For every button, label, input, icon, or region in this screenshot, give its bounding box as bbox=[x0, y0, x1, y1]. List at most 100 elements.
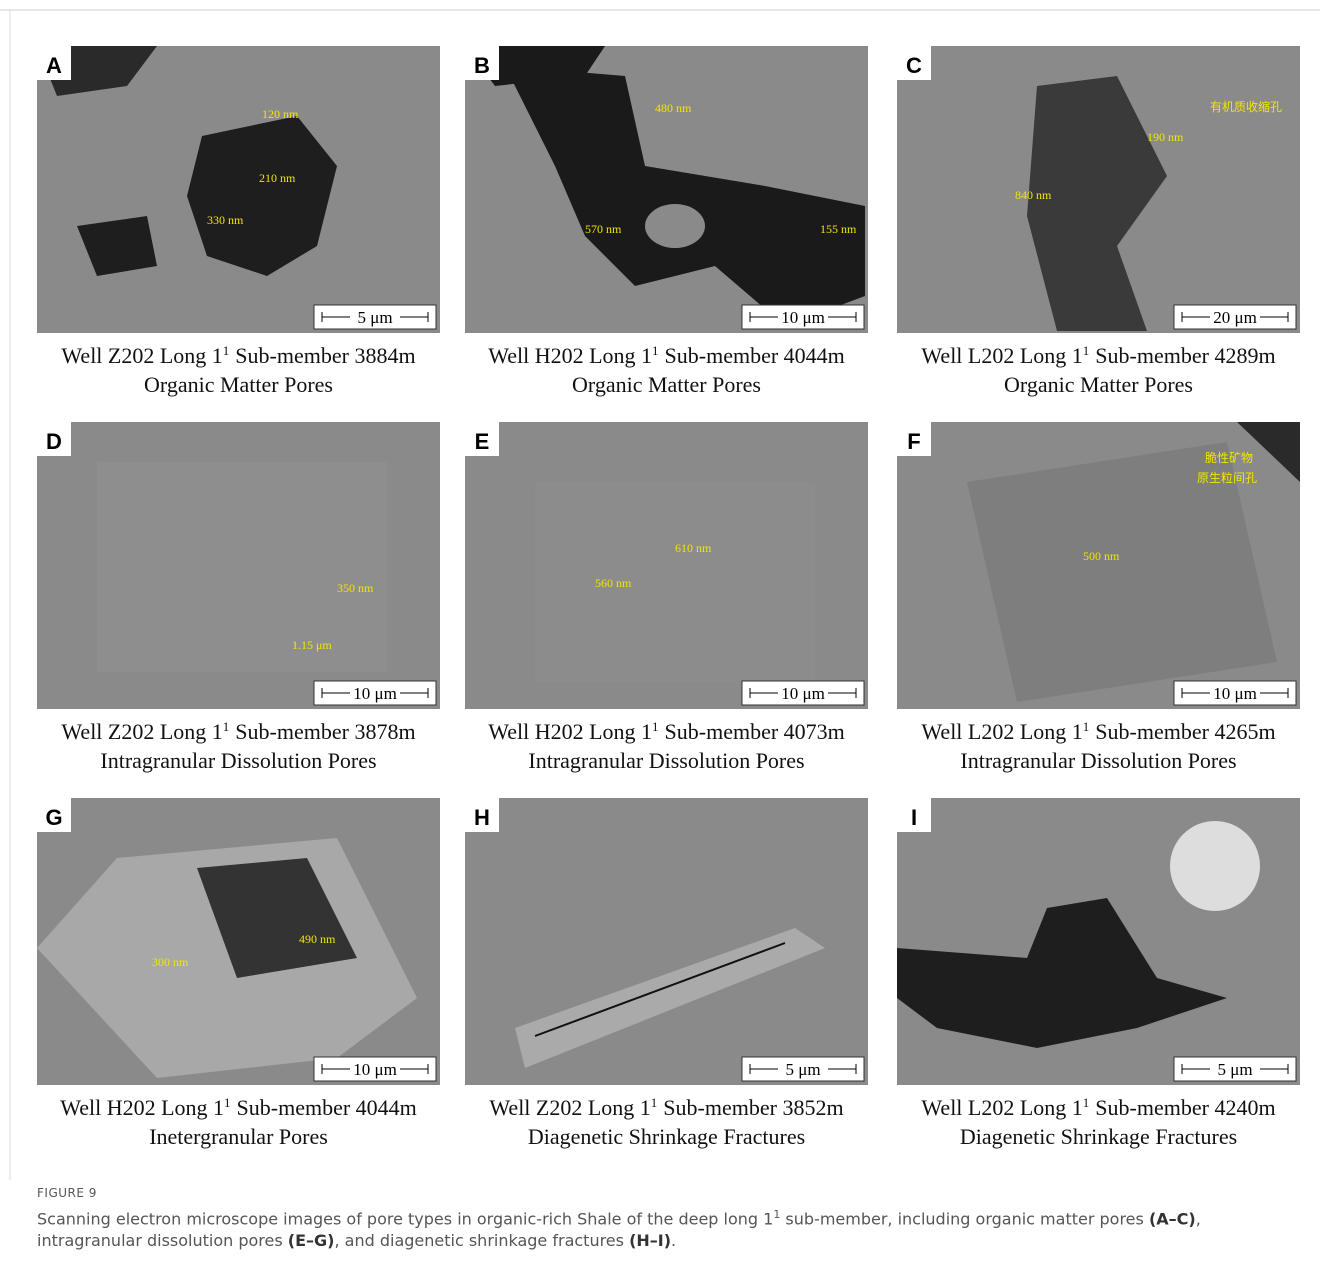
panel-caption: Well L202 Long 11 Sub-member 4265m bbox=[921, 719, 1275, 744]
panel-caption: Well L202 Long 11 Sub-member 4289m bbox=[921, 343, 1275, 368]
caption-segment: Scanning electron microscope images of p… bbox=[37, 1209, 773, 1228]
annotation: 210 nm bbox=[259, 171, 296, 185]
annotation: 840 nm bbox=[1015, 188, 1052, 202]
caption-depth: Sub-member 3884m bbox=[235, 343, 415, 368]
caption-segment: (A–C) bbox=[1149, 1209, 1196, 1228]
annotation: 500 nm bbox=[1083, 549, 1120, 563]
panel-caption: Well Z202 Long 11 Sub-member 3852m bbox=[489, 1095, 843, 1120]
figure-caption-text: Scanning electron microscope images of p… bbox=[37, 1204, 1307, 1252]
scale-label: 5 μm bbox=[357, 308, 392, 327]
annotation: 350 nm bbox=[337, 581, 374, 595]
pore-type: Organic Matter Pores bbox=[1004, 372, 1193, 397]
caption-well: Well H202 Long 1 bbox=[60, 1095, 224, 1120]
pore-type: Diagenetic Shrinkage Fractures bbox=[528, 1124, 805, 1149]
annotation: 330 nm bbox=[207, 213, 244, 227]
panel-letter: A bbox=[46, 53, 62, 78]
sem-panel: E 10 μm 610 nm 560 nm bbox=[465, 422, 868, 709]
panel-letter: C bbox=[906, 53, 922, 78]
caption-depth: Sub-member 3878m bbox=[235, 719, 415, 744]
annotation: 490 nm bbox=[299, 932, 336, 946]
caption-depth: Sub-member 4044m bbox=[665, 343, 845, 368]
annotation: 190 nm bbox=[1147, 130, 1184, 144]
caption-superscript: 1 bbox=[651, 1095, 658, 1110]
pore-type: Organic Matter Pores bbox=[572, 372, 761, 397]
panel-caption: Well H202 Long 11 Sub-member 4044m bbox=[60, 1095, 417, 1120]
sem-panel: G 10 μm 490 nm 300 nm bbox=[37, 798, 440, 1085]
panel-letter: E bbox=[475, 429, 490, 454]
caption-superscript: 1 bbox=[652, 343, 659, 358]
caption-well: Well L202 Long 1 bbox=[921, 343, 1082, 368]
annotation: 有机质收缩孔 bbox=[1210, 99, 1282, 114]
annotation: 155 nm bbox=[820, 222, 857, 236]
annotation: 120 nm bbox=[262, 107, 299, 121]
caption-well: Well L202 Long 1 bbox=[921, 719, 1082, 744]
caption-depth: Sub-member 4044m bbox=[237, 1095, 417, 1120]
caption-superscript: 1 bbox=[1083, 343, 1090, 358]
sem-panel: D 10 μm 350 nm 1.15 μm bbox=[37, 422, 440, 709]
sem-panel: B 10 μm 480 nm 570 nm 155 nm bbox=[465, 46, 868, 333]
caption-well: Well L202 Long 1 bbox=[921, 1095, 1082, 1120]
pore-type: Diagenetic Shrinkage Fractures bbox=[960, 1124, 1237, 1149]
caption-superscript: 1 bbox=[1083, 1095, 1090, 1110]
grain bbox=[97, 462, 387, 672]
panel-letter: B bbox=[474, 53, 490, 78]
figure-label: FIGURE 9 bbox=[37, 1186, 1307, 1200]
panel-caption: Well H202 Long 11 Sub-member 4073m bbox=[488, 719, 845, 744]
caption-well: Well Z202 Long 1 bbox=[489, 1095, 650, 1120]
caption-depth: Sub-member 4073m bbox=[665, 719, 845, 744]
pore-type: Intragranular Dissolution Pores bbox=[100, 748, 376, 773]
annotation: 480 nm bbox=[655, 101, 692, 115]
scale-label: 10 μm bbox=[1213, 684, 1257, 703]
caption-depth: Sub-member 4240m bbox=[1095, 1095, 1275, 1120]
caption-superscript: 1 bbox=[223, 343, 230, 358]
panel-letter: I bbox=[911, 805, 917, 830]
caption-segment: (H–I) bbox=[629, 1231, 671, 1250]
annotation: 570 nm bbox=[585, 222, 622, 236]
caption-depth: Sub-member 4289m bbox=[1095, 343, 1275, 368]
panel-caption: Well L202 Long 11 Sub-member 4240m bbox=[921, 1095, 1275, 1120]
annotation: 1.15 μm bbox=[292, 638, 332, 652]
caption-depth: Sub-member 3852m bbox=[663, 1095, 843, 1120]
caption-well: Well H202 Long 1 bbox=[488, 719, 652, 744]
caption-well: Well H202 Long 1 bbox=[488, 343, 652, 368]
panel-letter: H bbox=[474, 805, 490, 830]
caption-segment: (E–G) bbox=[288, 1231, 335, 1250]
pore-type: Organic Matter Pores bbox=[144, 372, 333, 397]
grain bbox=[535, 482, 815, 682]
caption-superscript: 1 bbox=[1083, 719, 1090, 734]
scale-label: 5 μm bbox=[1217, 1060, 1252, 1079]
grain bbox=[1170, 821, 1260, 911]
panel-letter: D bbox=[46, 429, 62, 454]
pore-type: Intragranular Dissolution Pores bbox=[528, 748, 804, 773]
annotation: 610 nm bbox=[675, 541, 712, 555]
panel-caption: Well Z202 Long 11 Sub-member 3884m bbox=[61, 343, 415, 368]
caption-well: Well Z202 Long 1 bbox=[61, 719, 222, 744]
annotation: 560 nm bbox=[595, 576, 632, 590]
sem-panel: I 5 μm bbox=[897, 798, 1300, 1085]
panel-caption: Well H202 Long 11 Sub-member 4044m bbox=[488, 343, 845, 368]
scale-label: 10 μm bbox=[353, 1060, 397, 1079]
sem-panel: A 5 μm 120 nm 210 nm 330 nm bbox=[37, 46, 440, 333]
annotation: 原生粒间孔 bbox=[1197, 470, 1257, 485]
page: {"panels": [ {"letter": "A", "scale": "5… bbox=[0, 0, 1320, 1267]
caption-segment: . bbox=[671, 1231, 676, 1250]
caption-superscript: 1 bbox=[224, 1095, 231, 1110]
annotation: 脆性矿物 bbox=[1205, 450, 1253, 465]
caption-superscript: 1 bbox=[652, 719, 659, 734]
panel-letter: G bbox=[45, 805, 62, 830]
scale-label: 10 μm bbox=[781, 308, 825, 327]
annotation: 300 nm bbox=[152, 955, 189, 969]
sem-panel: C 20 μm 有机质收缩孔 190 nm 840 nm bbox=[897, 46, 1300, 333]
scale-label: 10 μm bbox=[781, 684, 825, 703]
figure-caption: FIGURE 9 Scanning electron microscope im… bbox=[37, 1186, 1307, 1252]
sem-panel: H 5 μm bbox=[465, 798, 868, 1085]
scale-label: 5 μm bbox=[785, 1060, 820, 1079]
pore-type: Intragranular Dissolution Pores bbox=[960, 748, 1236, 773]
caption-well: Well Z202 Long 1 bbox=[61, 343, 222, 368]
scale-label: 10 μm bbox=[353, 684, 397, 703]
scale-label: 20 μm bbox=[1213, 308, 1257, 327]
caption-depth: Sub-member 4265m bbox=[1095, 719, 1275, 744]
